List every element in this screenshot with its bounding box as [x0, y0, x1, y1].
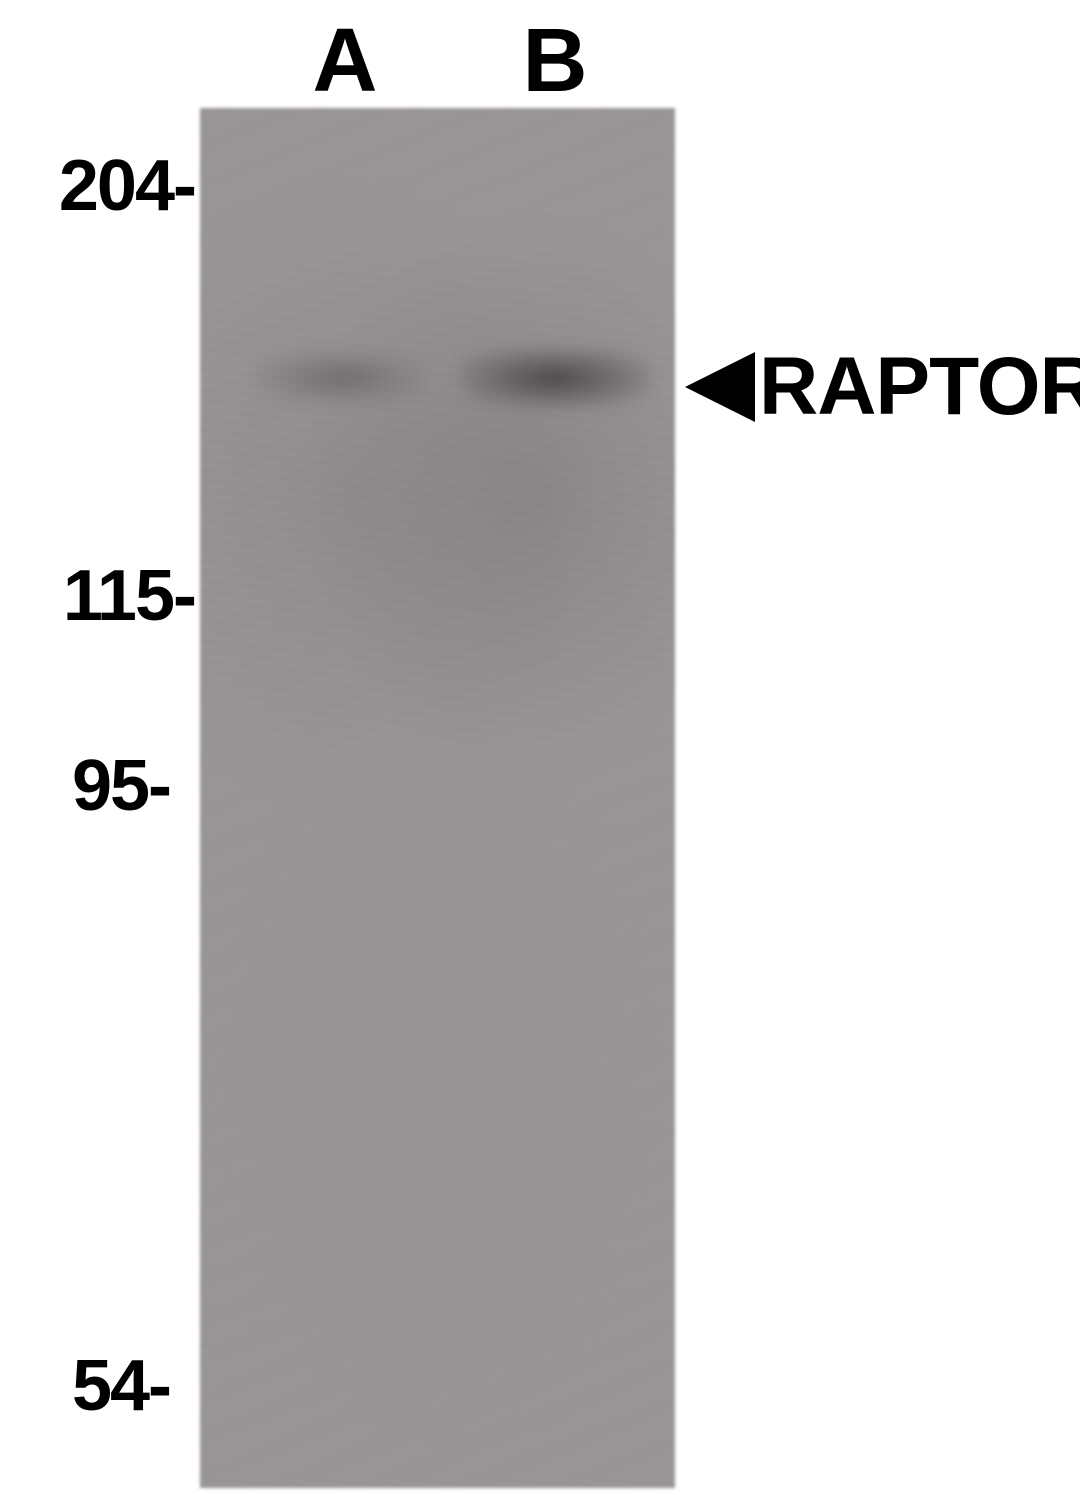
mw-marker: 54- [0, 1345, 170, 1427]
target-band-label: RAPTOR [759, 340, 1080, 434]
blot-background [200, 108, 675, 1488]
mw-marker: 204- [0, 145, 195, 227]
mw-marker: 115- [0, 555, 195, 637]
arrow-left-icon [685, 352, 755, 422]
band-b [460, 348, 650, 408]
lane-header: A [295, 10, 395, 113]
target-band-annotation: RAPTOR [685, 340, 1080, 434]
band-a [255, 350, 425, 405]
blot-membrane [200, 108, 675, 1488]
mw-marker: 95- [0, 745, 170, 827]
lane-header: B [505, 10, 605, 113]
